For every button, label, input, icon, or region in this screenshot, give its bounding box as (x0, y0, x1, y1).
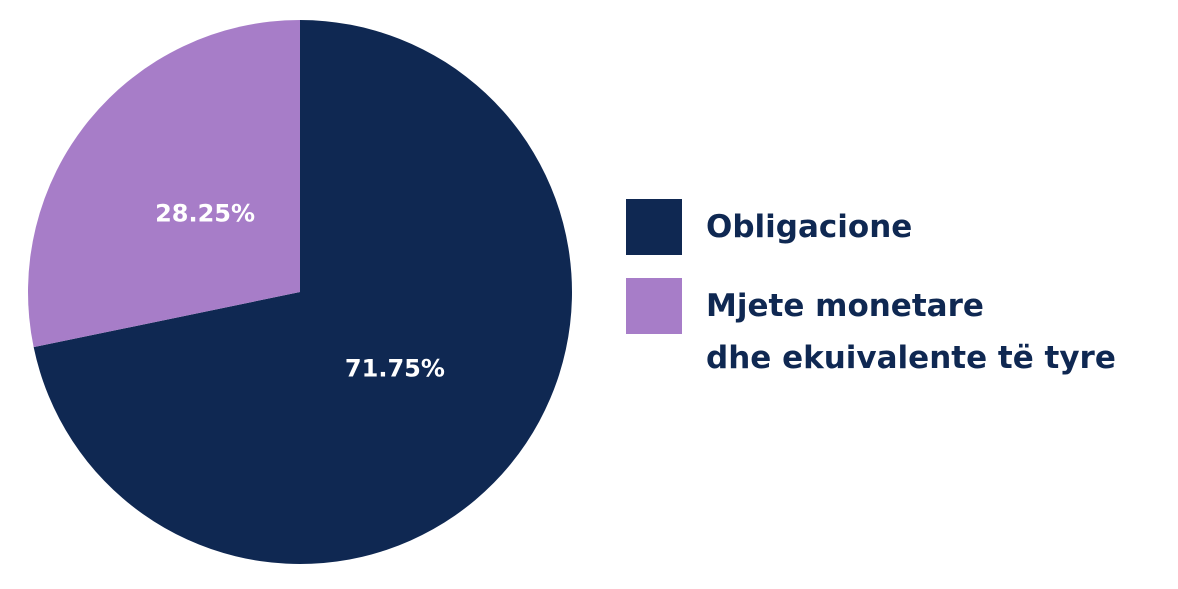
legend-label: Mjete monetare dhe ekuivalente të tyre (706, 288, 1116, 376)
legend-item: Obligacione (626, 199, 1116, 255)
legend-swatch (626, 199, 682, 255)
chart: 71.75% 28.25% (27, 20, 573, 564)
slice-label: 28.25% (155, 200, 255, 228)
pie-slice (27, 20, 300, 348)
legend-label: Obligacione (706, 209, 913, 245)
legend: Obligacione Mjete monetare dhe ekuivalent… (626, 199, 1116, 407)
legend-swatch (626, 278, 682, 334)
slice-label: 71.75% (345, 354, 445, 382)
pie-slice (33, 20, 573, 564)
legend-item: Mjete monetare dhe ekuivalente të tyre (626, 278, 1116, 384)
